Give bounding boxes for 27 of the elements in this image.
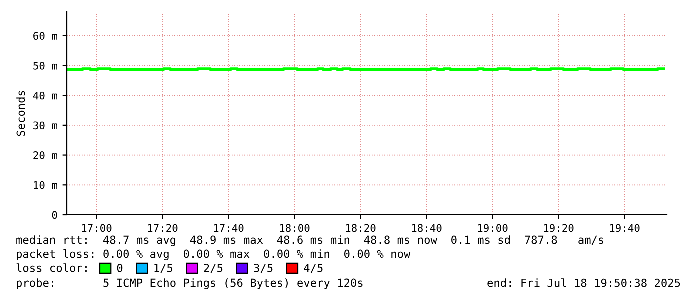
x-tick-label: 17:20 [148, 224, 178, 232]
y-tick-label: 60 m [34, 32, 58, 40]
y-axis-title: Seconds [16, 91, 26, 136]
y-tick-label: 20 m [34, 152, 58, 160]
x-tick-label: 17:40 [214, 224, 244, 232]
legend-label: 2/5 [204, 264, 223, 274]
legend-label: 1/5 [154, 264, 173, 274]
legend-label: 0 [117, 264, 123, 272]
x-tick-label: 19:00 [478, 224, 508, 232]
text: packet loss: 0.00 % avg 0.00 % max 0.00 % min 0.00 % now [17, 250, 411, 260]
text: end: Fri Jul 18 19:50:38 2025 [488, 278, 680, 288]
x-tick-label: 18:00 [280, 224, 310, 232]
x-tick-label: 18:40 [412, 224, 442, 232]
text: median rtt: 48.7 ms avg 48.9 ms max 48.6 ms min 48.8 ms now 0.1 ms sd 787.8 am/s [16, 236, 604, 246]
x-tick-label: 19:20 [544, 224, 574, 232]
legend-title: loss color: [16, 264, 87, 272]
legend-label: 3/5 [254, 264, 273, 274]
x-tick-label: 17:00 [82, 224, 112, 232]
text: probe: 5 ICMP Echo Pings (56 Bytes) every 120s [17, 278, 363, 290]
x-tick-label: 19:40 [610, 224, 640, 232]
y-tick-label: 50 m [34, 62, 58, 70]
y-tick-label: 30 m [34, 122, 58, 130]
y-tick-label: 40 m [33, 92, 58, 100]
y-tick-label: 10 m [34, 181, 58, 190]
legend-label: 4/5 [304, 264, 323, 274]
x-tick-label: 18:20 [346, 224, 376, 232]
y-tick-label: 0 [52, 211, 58, 220]
